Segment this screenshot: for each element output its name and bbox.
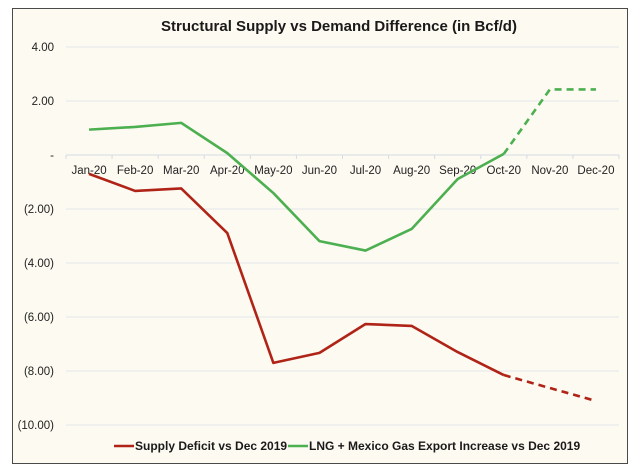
x-tick-label: Nov-20 [531, 165, 568, 177]
y-tick-label: (10.00) [18, 420, 55, 432]
x-tick-label: Dec-20 [577, 165, 614, 177]
y-tick-label: (4.00) [24, 258, 54, 270]
series-line-dashed [502, 88, 596, 155]
y-tick-label: (2.00) [24, 204, 54, 216]
y-tick-label: (8.00) [24, 366, 54, 378]
x-tick-label: Mar-20 [163, 165, 199, 177]
series-line-dashed [503, 373, 597, 403]
x-tick-label: Jan-20 [71, 165, 106, 177]
x-tick-label: May-20 [254, 165, 292, 177]
x-tick-label: Jun-20 [302, 165, 337, 177]
chart-frame [12, 8, 628, 464]
x-tick-label: Oct-20 [487, 165, 522, 177]
legend-label: LNG + Mexico Gas Export Increase vs Dec … [309, 439, 580, 453]
x-tick-label: Apr-20 [210, 165, 245, 177]
legend-label: Supply Deficit vs Dec 2019 [135, 439, 287, 453]
y-axis-labels: 4.00 2.00 - (2.00) (4.00) (6.00) (8.00) (10.00) [18, 42, 55, 432]
y-tick-label: 4.00 [32, 42, 54, 54]
series-line-solid [88, 172, 505, 377]
y-tick-label: (6.00) [24, 312, 54, 324]
y-tick-label: - [50, 150, 54, 162]
series-lng-mexico-export [88, 88, 596, 252]
x-tick-label: Aug-20 [393, 165, 430, 177]
legend: Supply Deficit vs Dec 2019 LNG + Mexico G… [114, 439, 580, 453]
y-tick-label: 2.00 [32, 96, 54, 108]
series-lines [88, 88, 597, 403]
series-supply-deficit [88, 172, 597, 403]
x-axis: Jan-20 Feb-20 Mar-20 Apr-20 May-20 Jun-20 Jul-… [65, 155, 620, 177]
chart-title: Structural Supply vs Demand Difference (… [161, 18, 517, 35]
series-line-solid [88, 121, 505, 252]
gridlines [66, 46, 619, 426]
x-tick-label: Jul-20 [350, 165, 381, 177]
x-tick-label: Feb-20 [117, 165, 153, 177]
